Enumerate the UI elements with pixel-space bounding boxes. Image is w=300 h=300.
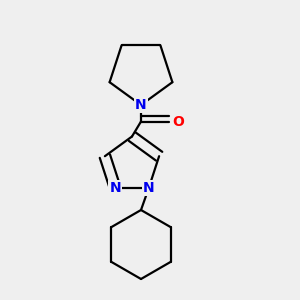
Text: N: N	[143, 181, 154, 195]
Text: N: N	[135, 98, 147, 112]
Text: O: O	[172, 115, 184, 128]
Text: N: N	[110, 181, 121, 195]
